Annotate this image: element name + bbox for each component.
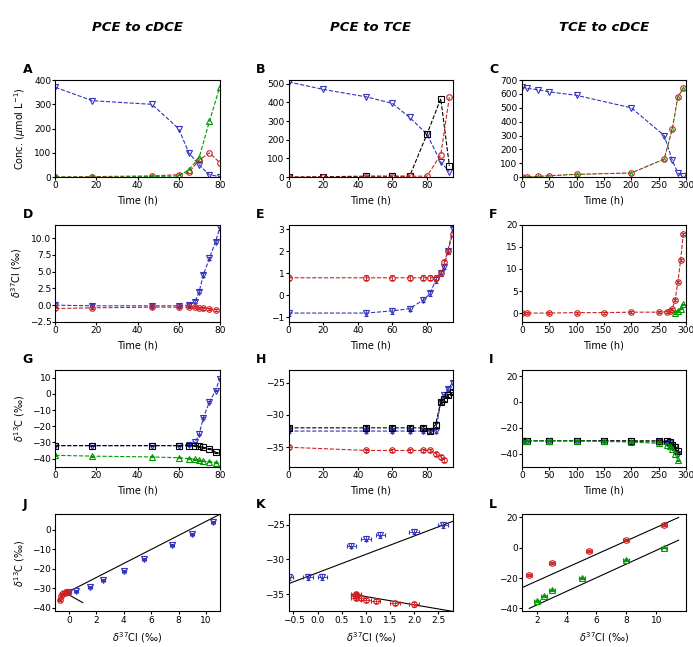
Text: A: A <box>23 63 32 76</box>
Text: E: E <box>256 208 264 221</box>
Text: I: I <box>489 353 493 366</box>
Y-axis label: $\delta^{37}$Cl (‰): $\delta^{37}$Cl (‰) <box>9 248 24 298</box>
Text: B: B <box>256 63 265 76</box>
Text: PCE to cDCE: PCE to cDCE <box>92 21 183 34</box>
X-axis label: $\delta^{37}$Cl (‰): $\delta^{37}$Cl (‰) <box>346 630 396 645</box>
X-axis label: Time (h): Time (h) <box>351 340 391 351</box>
X-axis label: Time (h): Time (h) <box>117 340 158 351</box>
Y-axis label: $\delta^{13}$C (‰): $\delta^{13}$C (‰) <box>12 395 27 442</box>
X-axis label: Time (h): Time (h) <box>117 485 158 496</box>
Y-axis label: Conc. ($\mu$mol L$^{-1}$): Conc. ($\mu$mol L$^{-1}$) <box>12 87 28 170</box>
X-axis label: Time (h): Time (h) <box>584 196 624 206</box>
Y-axis label: $\delta^{13}$C (‰): $\delta^{13}$C (‰) <box>12 539 27 587</box>
X-axis label: $\delta^{37}$Cl (‰): $\delta^{37}$Cl (‰) <box>579 630 629 645</box>
Text: J: J <box>23 498 27 510</box>
Text: L: L <box>489 498 497 510</box>
X-axis label: Time (h): Time (h) <box>117 196 158 206</box>
X-axis label: $\delta^{37}$Cl (‰): $\delta^{37}$Cl (‰) <box>112 630 163 645</box>
Text: PCE to TCE: PCE to TCE <box>331 21 411 34</box>
X-axis label: Time (h): Time (h) <box>351 485 391 496</box>
X-axis label: Time (h): Time (h) <box>351 196 391 206</box>
X-axis label: Time (h): Time (h) <box>584 485 624 496</box>
Text: D: D <box>23 208 33 221</box>
Text: H: H <box>256 353 266 366</box>
Text: K: K <box>256 498 265 510</box>
Text: G: G <box>23 353 33 366</box>
Text: F: F <box>489 208 498 221</box>
X-axis label: Time (h): Time (h) <box>584 340 624 351</box>
Text: TCE to cDCE: TCE to cDCE <box>559 21 649 34</box>
Text: C: C <box>489 63 498 76</box>
